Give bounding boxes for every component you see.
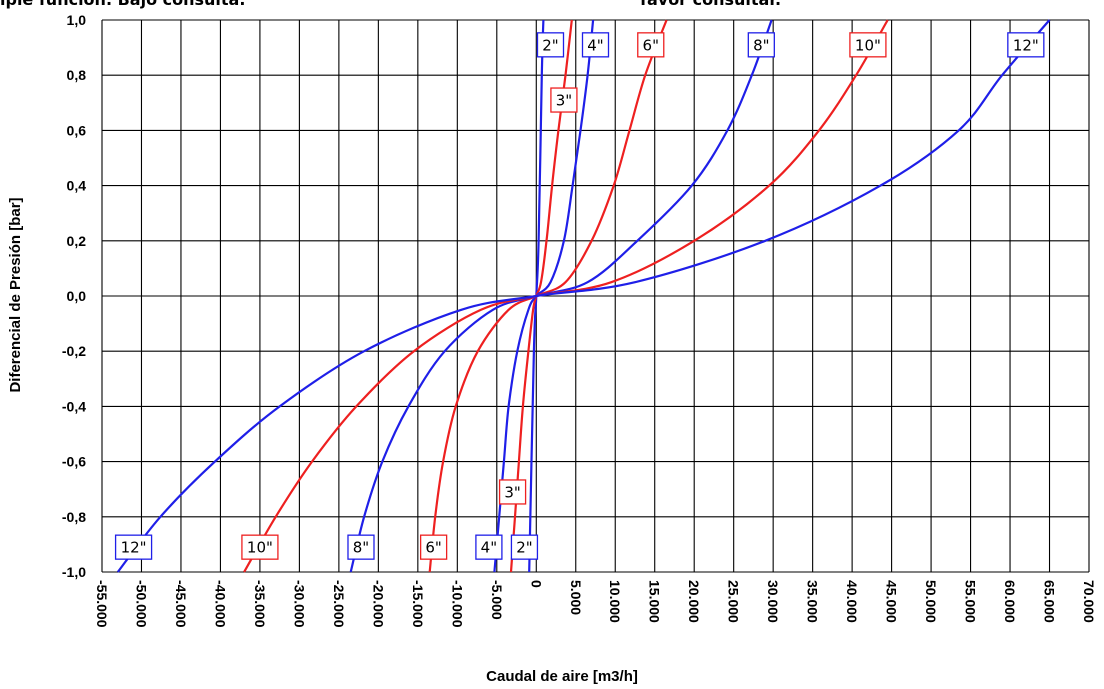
x-tick-label: 30.000 — [765, 580, 781, 623]
curve-label: 4" — [581, 32, 610, 58]
curve-label: 10" — [241, 534, 279, 560]
y-tick-label: 0,8 — [67, 67, 87, 83]
curve-label: 3" — [498, 479, 527, 505]
curve-label-text: 4" — [481, 539, 497, 557]
x-tick-label: 45.000 — [884, 580, 900, 623]
y-tick-label: 0,2 — [67, 233, 87, 249]
curve-label: 12" — [114, 534, 153, 560]
curve-label: 8" — [347, 534, 375, 560]
header-left-fragment: iple función. Bajo consulta. — [0, 0, 245, 9]
curve-label-text: 3" — [556, 92, 572, 110]
x-axis-title: Caudal de aire [m3/h] — [486, 668, 638, 685]
y-axis-title: Diferencial de Presión [bar] — [7, 197, 24, 392]
x-tick-label: 35.000 — [805, 580, 821, 623]
curve-label-text: 8" — [353, 539, 369, 557]
x-tick-label: 70.000 — [1081, 580, 1097, 623]
y-tick-label: 0,6 — [67, 122, 87, 138]
curve-label-box — [1007, 32, 1045, 58]
x-tick-label: 40.000 — [844, 580, 860, 623]
y-tick-label: 0,4 — [67, 178, 87, 194]
curve-label-box — [550, 87, 578, 113]
x-tick-label: 5.000 — [568, 580, 584, 615]
x-tick-label: -45.000 — [173, 580, 189, 628]
curve-label-text: 6" — [425, 539, 441, 557]
curve-labels: 2" 4" 6" 8" 10" 12" 3" 12" 10" 8" 6" 4" 2" 3" — [114, 32, 1045, 560]
curve-label: 8" — [747, 32, 775, 58]
y-tick-label: 1,0 — [67, 12, 87, 28]
y-tick-label: -1,0 — [62, 564, 86, 580]
x-tick-label: 20.000 — [686, 580, 702, 623]
curve-label-box — [241, 534, 279, 560]
curve-label: 4" — [475, 534, 503, 560]
curve-label-box — [747, 32, 775, 58]
curve-label-box — [581, 32, 610, 58]
curve-label: 6" — [637, 32, 665, 58]
x-tick-label: -10.000 — [449, 580, 465, 628]
curve-label-text: 2" — [542, 36, 558, 54]
curve-label-box — [498, 479, 527, 505]
y-tick-labels: 1,0 0,8 0,6 0,4 0,2 0,0 -0,2 -0,4 -0,6 -0,8 -1,0 — [62, 12, 86, 580]
curve-label-box — [536, 32, 565, 58]
curve-label-text: 12" — [1013, 36, 1039, 54]
y-tick-label: -0,4 — [62, 398, 86, 414]
curve-label-box — [419, 534, 448, 560]
curve-label-box — [475, 534, 503, 560]
curve-label-text: 10" — [855, 36, 881, 54]
x-tick-label: 15.000 — [647, 580, 663, 623]
curve-label-text: 6" — [643, 36, 659, 54]
curve-label-box — [849, 32, 887, 58]
x-tick-label: -50.000 — [133, 580, 149, 628]
curve-label-text: 12" — [121, 539, 147, 557]
curve-label-text: 10" — [247, 539, 273, 557]
curve-label: 2" — [510, 534, 539, 560]
x-tick-label: -30.000 — [291, 580, 307, 628]
curve-label: 2" — [536, 32, 565, 58]
y-tick-label: -0,8 — [62, 509, 86, 525]
x-tick-label: -15.000 — [410, 580, 426, 628]
curve-label-text: 8" — [753, 36, 769, 54]
x-tick-label: 25.000 — [726, 580, 742, 623]
x-tick-label: -5.000 — [489, 580, 505, 620]
curve-label-text: 3" — [504, 483, 520, 501]
chart-curves — [116, 19, 1051, 573]
x-tick-label: 60.000 — [1002, 580, 1018, 623]
curve-label-box — [637, 32, 665, 58]
x-tick-label: 10.000 — [607, 580, 623, 623]
x-tick-label: -20.000 — [370, 580, 386, 628]
curve-label: 6" — [419, 534, 448, 560]
x-tick-label: -55.000 — [94, 580, 110, 628]
curve-label-text: 4" — [587, 36, 603, 54]
curve-label: 12" — [1007, 32, 1045, 58]
curve-label-box — [510, 534, 539, 560]
x-tick-label: -35.000 — [252, 580, 268, 628]
x-tick-label: -25.000 — [331, 580, 347, 628]
curve-label: 3" — [550, 87, 578, 113]
y-tick-label: -0,2 — [62, 343, 86, 359]
curve-label-box — [347, 534, 375, 560]
x-tick-labels: -55.000 -50.000 -45.000 -40.000 -35.000 -30.0… — [94, 580, 1097, 628]
curve-line — [116, 19, 1051, 573]
y-tick-label: 0,0 — [67, 288, 87, 304]
chart-grid — [101, 19, 1090, 573]
curve-line — [528, 19, 545, 573]
x-tick-label: 55.000 — [963, 580, 979, 623]
x-tick-label: -40.000 — [212, 580, 228, 628]
x-tick-label: 0 — [528, 580, 544, 588]
y-tick-label: -0,6 — [62, 454, 86, 470]
header-right-fragment: favor consultar. — [640, 0, 781, 9]
x-tick-label: 50.000 — [923, 580, 939, 623]
x-tick-label: 65.000 — [1042, 580, 1058, 623]
curve-label-text: 2" — [516, 539, 532, 557]
curve-label: 10" — [849, 32, 887, 58]
curve-label-box — [114, 534, 153, 560]
